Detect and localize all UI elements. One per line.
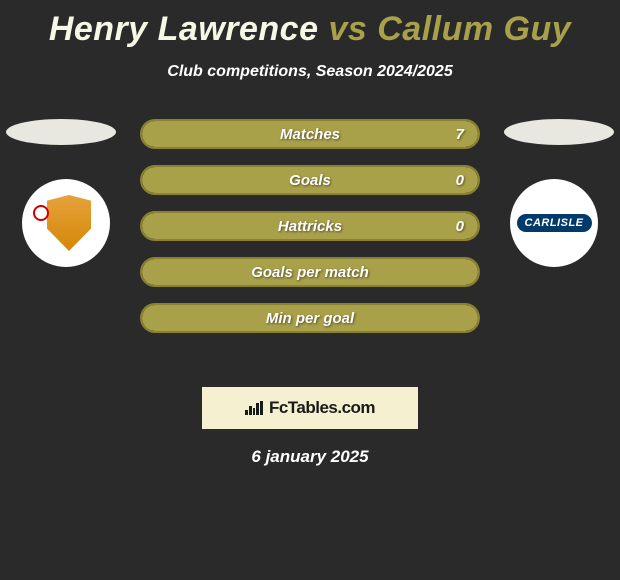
title-player2: Callum Guy [377,10,571,48]
subtitle: Club competitions, Season 2024/2025 [0,63,620,81]
bar-value: 7 [456,126,464,143]
bar-label: Min per goal [266,310,354,327]
mkdons-badge-icon [39,191,93,255]
date-label: 6 january 2025 [0,447,620,467]
team-badge-left [22,179,110,267]
base-ellipse-right [504,119,614,145]
title-vs: vs [328,10,367,48]
team-badge-right: CARLISLE [510,179,598,267]
bar-label: Goals [289,172,331,189]
bar-chart-icon [245,401,263,415]
stat-bar: Matches 7 [140,119,480,149]
brand-label: FcTables.com [269,398,375,418]
title-player1: Henry Lawrence [49,10,319,48]
bar-label: Goals per match [251,264,369,281]
stat-bar: Goals per match [140,257,480,287]
brand-box: FcTables.com [202,387,418,429]
stat-bar: Hattricks 0 [140,211,480,241]
bar-value: 0 [456,218,464,235]
comparison-chart: CARLISLE Matches 7 Goals 0 Hattricks 0 Goals p… [0,119,620,379]
stat-bars: Matches 7 Goals 0 Hattricks 0 Goals per match M… [140,119,480,349]
page-title: Henry Lawrence vs Callum Guy [0,0,620,49]
bar-value: 0 [456,172,464,189]
stat-bar: Min per goal [140,303,480,333]
bar-label: Matches [280,126,340,143]
carlisle-badge-icon: CARLISLE [517,214,592,232]
bar-label: Hattricks [278,218,342,235]
stat-bar: Goals 0 [140,165,480,195]
base-ellipse-left [6,119,116,145]
